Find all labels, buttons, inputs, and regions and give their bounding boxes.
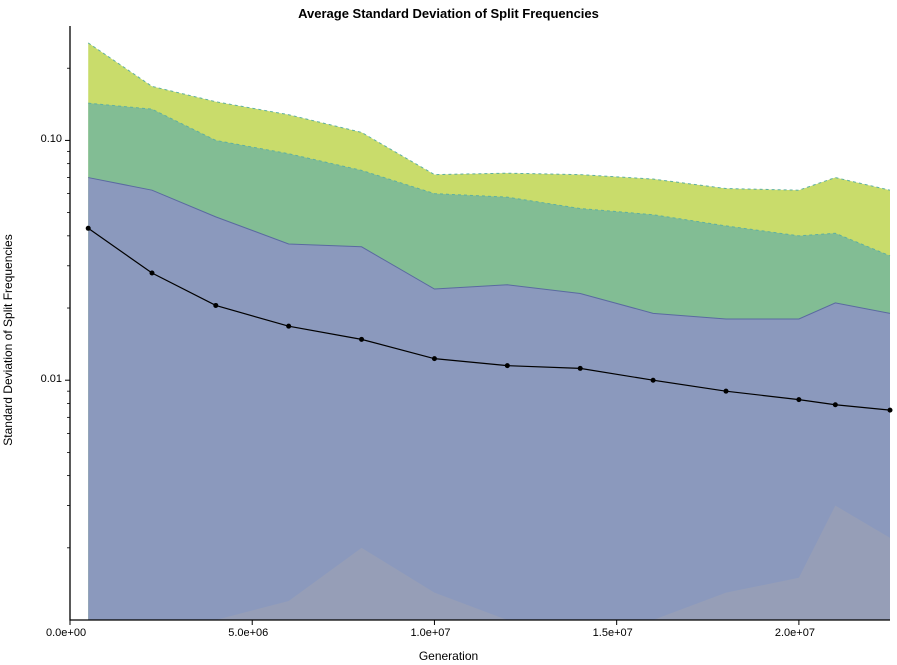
mean-point <box>833 402 838 407</box>
mean-point <box>359 337 364 342</box>
mean-point <box>578 366 583 371</box>
mean-point <box>505 363 510 368</box>
x-tick-label: 2.0e+07 <box>775 627 815 639</box>
mean-point <box>432 356 437 361</box>
mean-point <box>213 303 218 308</box>
chart-container: Average Standard Deviation of Split Freq… <box>0 0 897 665</box>
mean-point <box>888 408 893 413</box>
y-tick-label: 0.10 <box>41 133 62 145</box>
x-tick-label: 1.0e+07 <box>410 627 450 639</box>
mean-point <box>651 378 656 383</box>
x-tick-label: 0.0e+00 <box>46 627 86 639</box>
y-tick-label: 0.01 <box>41 373 62 385</box>
mean-point <box>86 226 91 231</box>
plot-svg <box>0 0 897 665</box>
mean-point <box>286 324 291 329</box>
mean-point <box>150 270 155 275</box>
x-tick-label: 5.0e+06 <box>228 627 268 639</box>
mean-point <box>796 397 801 402</box>
mean-point <box>724 389 729 394</box>
x-tick-label: 1.5e+07 <box>593 627 633 639</box>
